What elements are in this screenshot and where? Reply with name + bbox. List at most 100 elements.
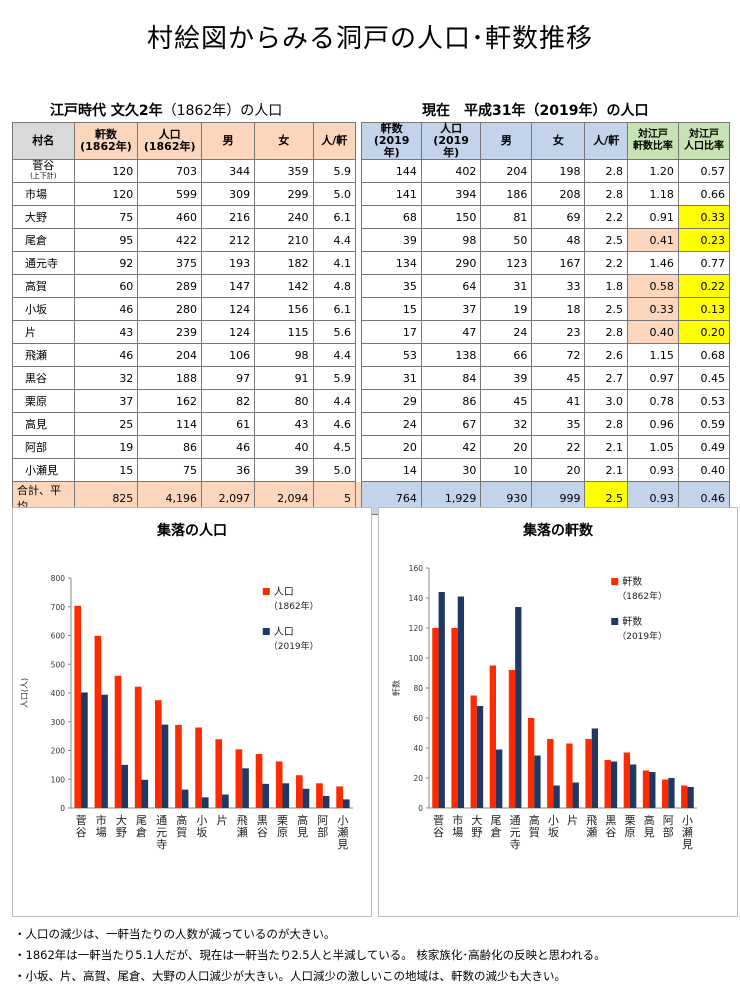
cell-ep: 422 bbox=[137, 228, 203, 252]
legend-label: 人口 bbox=[274, 586, 294, 598]
x-tick-label-char: 阿 bbox=[317, 814, 328, 827]
cell-ep: 162 bbox=[137, 389, 203, 413]
bar-2019 bbox=[181, 789, 189, 808]
cell-nf: 167 bbox=[531, 251, 586, 275]
bar-1862 bbox=[195, 727, 202, 808]
notes: ・人口の減少は、一軒当たりの人数が減っているのが大きい。 ・1862年は一軒当た… bbox=[14, 924, 606, 987]
population-chart-title: 集落の人口 bbox=[157, 523, 227, 539]
cell-np: 138 bbox=[420, 343, 482, 367]
cell-hr: 0.96 bbox=[626, 412, 679, 436]
cell-np: 37 bbox=[420, 297, 482, 321]
legend-label: 軒数 bbox=[622, 615, 642, 628]
cell-nm: 39 bbox=[480, 366, 533, 390]
col-edo-pop: 人口 (1862年) bbox=[137, 122, 203, 160]
table-row: 菅谷 (上下計) 120 703 344 359 5.9 144 402 204 198 2.8 1.2… bbox=[12, 159, 731, 183]
cell-nr: 2.5 bbox=[584, 228, 628, 252]
col-pop-rate: 対江戸 人口比率 bbox=[677, 122, 731, 160]
bar-1862 bbox=[94, 635, 102, 808]
cell-nf: 23 bbox=[531, 320, 586, 344]
cell-nr: 2.8 bbox=[584, 320, 628, 344]
bar-1862 bbox=[585, 739, 592, 808]
cell-eh: 15 bbox=[73, 458, 139, 482]
cell-pr: 0.57 bbox=[677, 159, 731, 183]
bar-1862 bbox=[547, 739, 554, 808]
cell-ef: 240 bbox=[254, 205, 314, 229]
cell-np: 67 bbox=[420, 412, 482, 436]
bar-1862 bbox=[255, 753, 263, 808]
cell-np: 86 bbox=[420, 389, 482, 413]
cell-ef: 39 bbox=[254, 458, 314, 482]
cell-nf: 208 bbox=[531, 182, 586, 206]
x-tick-label-char: 賀 bbox=[529, 826, 540, 839]
legend-sub: （2019年） bbox=[269, 640, 319, 652]
cell-nh: 35 bbox=[361, 274, 422, 298]
cell-nr: 2.6 bbox=[584, 343, 628, 367]
x-tick-label-char: 野 bbox=[471, 826, 482, 839]
x-tick-label-char: 場 bbox=[96, 826, 107, 839]
cell-nm: 32 bbox=[480, 412, 533, 436]
bar-2019 bbox=[121, 764, 129, 808]
cell-er: 4.4 bbox=[312, 389, 357, 413]
cell-er: 5.9 bbox=[312, 159, 357, 183]
cell-hr: 1.20 bbox=[626, 159, 679, 183]
y-tick-label: 200 bbox=[51, 747, 66, 756]
legend-label: 人口 bbox=[274, 626, 294, 638]
x-tick-label-char: 大 bbox=[471, 813, 482, 827]
bar-2019 bbox=[262, 783, 270, 808]
cell-hr: 1.05 bbox=[626, 435, 679, 459]
cell-name: 小瀬見 bbox=[12, 458, 75, 482]
x-tick-label-char: 倉 bbox=[491, 825, 502, 839]
x-tick-label-char: 小 bbox=[682, 814, 693, 827]
x-tick-label-char: 高 bbox=[644, 813, 655, 827]
houses-chart-panel: 集落の軒数 0 20 40 60 80 100 120 140 160 軒数菅谷市場大野尾倉通元寺… bbox=[378, 507, 738, 917]
cell-np: 30 bbox=[420, 458, 482, 482]
bar-1862 bbox=[295, 775, 303, 808]
cell-pr: 0.20 bbox=[677, 320, 731, 344]
cell-nm: 50 bbox=[480, 228, 533, 252]
legend-label: 軒数 bbox=[622, 575, 642, 588]
cell-nh: 134 bbox=[361, 251, 422, 275]
note-3: ・小坂、片、高賀、尾倉、大野の人口減少が大きい。人口減少の激しいこの地域は、軒数… bbox=[14, 969, 566, 983]
legend-sub: （2019年） bbox=[617, 630, 667, 642]
x-tick-label-char: 市 bbox=[96, 813, 107, 827]
x-tick-label-char: 谷 bbox=[605, 826, 616, 839]
bar-1862 bbox=[134, 686, 142, 808]
cell-ef: 142 bbox=[254, 274, 314, 298]
legend-swatch bbox=[262, 628, 270, 635]
x-tick-label-char: 高 bbox=[529, 813, 540, 827]
bar-1862 bbox=[275, 761, 283, 808]
bar-1862 bbox=[451, 628, 458, 808]
cell-ef: 91 bbox=[254, 366, 314, 390]
x-tick-label-char: 坂 bbox=[548, 826, 559, 839]
cell-nm: 186 bbox=[480, 182, 533, 206]
cell-eh: 46 bbox=[73, 343, 139, 367]
cell-em: 124 bbox=[201, 320, 256, 344]
cell-eh: 25 bbox=[73, 412, 139, 436]
bar-2019 bbox=[322, 795, 330, 808]
x-tick-label-char: 片 bbox=[217, 814, 228, 827]
cell-er: 4.1 bbox=[312, 251, 357, 275]
bar-2019 bbox=[515, 607, 522, 808]
cell-eh: 120 bbox=[73, 182, 139, 206]
bar-2019 bbox=[342, 799, 350, 808]
cell-em: 147 bbox=[201, 274, 256, 298]
bar-1862 bbox=[316, 783, 323, 808]
cell-name: 市場 bbox=[12, 182, 75, 206]
cell-nf: 45 bbox=[531, 366, 586, 390]
bar-1862 bbox=[508, 670, 516, 808]
col-now-female: 女 bbox=[531, 122, 586, 160]
x-tick-label-char: 谷 bbox=[433, 826, 444, 839]
table-row: 小坂 46 280 124 156 6.1 15 37 19 18 2.5 0.33 0.13 bbox=[12, 297, 731, 321]
x-tick-label-char: 見 bbox=[337, 838, 348, 851]
table-row: 阿部 19 86 46 40 4.5 20 42 20 22 2.1 1.05 0.49 bbox=[12, 435, 731, 459]
cell-pr: 0.66 bbox=[677, 182, 731, 206]
cell-hr: 0.91 bbox=[626, 205, 679, 229]
bar-1862 bbox=[470, 695, 477, 808]
cell-ef: 182 bbox=[254, 251, 314, 275]
cell-ep: 460 bbox=[137, 205, 203, 229]
x-tick-label-char: 小 bbox=[337, 814, 348, 827]
x-tick-label-char: 栗 bbox=[277, 814, 288, 827]
bar-2019 bbox=[81, 692, 88, 808]
cell-nh: 39 bbox=[361, 228, 422, 252]
cell-pr: 0.49 bbox=[677, 435, 731, 459]
